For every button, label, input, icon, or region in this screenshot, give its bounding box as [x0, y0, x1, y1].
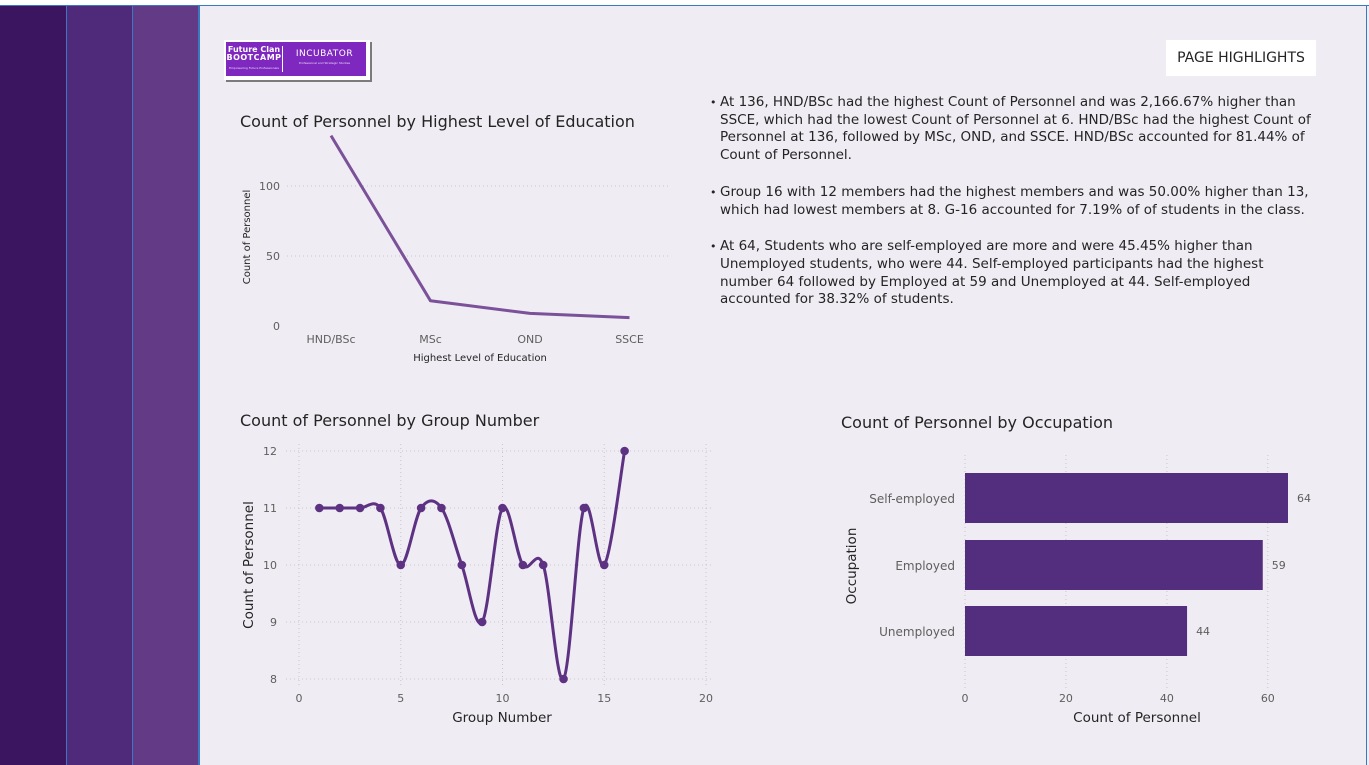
x-tick-label: OND — [517, 333, 542, 346]
x-tick-label: 0 — [296, 692, 303, 705]
logo-divider — [282, 46, 283, 72]
y-tick-label: Unemployed — [879, 625, 955, 639]
y-tick-label: 0 — [273, 320, 280, 333]
data-point — [437, 503, 446, 513]
highlight-item: At 136, HND/BSc had the highest Count of… — [710, 94, 1316, 165]
logo: Future Clan BOOTCAMP Empowering Future P… — [224, 40, 370, 80]
x-tick-label: 20 — [1059, 692, 1073, 705]
bar — [965, 606, 1188, 656]
x-axis-title: Count of Personnel — [1073, 710, 1201, 726]
education-series-line — [329, 134, 630, 320]
x-axis-title: Highest Level of Education — [413, 353, 547, 364]
x-tick-label: MSc — [419, 333, 442, 346]
x-tick-label: SSCE — [615, 333, 644, 346]
right-border — [1366, 5, 1367, 765]
x-tick-label: 10 — [496, 692, 510, 705]
data-label: 59 — [1272, 559, 1286, 572]
data-point — [335, 503, 345, 513]
data-point — [376, 503, 385, 513]
logo-line-1: Future Clan — [227, 45, 281, 54]
y-tick-label: 50 — [266, 250, 280, 263]
highlight-item: Group 16 with 12 members had the highest… — [710, 184, 1316, 219]
x-axis-title: Group Number — [452, 710, 552, 726]
logo-right-2: Professional and Strategic Studies — [298, 61, 351, 65]
data-point — [416, 503, 426, 513]
y-tick-label: 8 — [270, 673, 277, 686]
data-point — [559, 674, 568, 684]
x-tick-label: HND/BSc — [306, 333, 355, 346]
y-tick-label: 10 — [263, 559, 277, 572]
x-tick-label: 5 — [397, 692, 404, 705]
education-chart-title: Count of Personnel by Highest Level of E… — [240, 112, 635, 131]
bar — [965, 473, 1288, 523]
data-label: 64 — [1297, 492, 1311, 505]
x-tick-label: 60 — [1261, 692, 1275, 705]
data-point — [599, 560, 609, 570]
data-point — [477, 617, 487, 627]
data-point — [579, 503, 589, 513]
bar — [965, 540, 1263, 590]
data-point — [396, 560, 406, 570]
logo-line-3: Empowering Future Professionals — [229, 66, 279, 70]
y-tick-label: Self-employed — [869, 492, 955, 506]
y-axis-title: Count of Personnel — [241, 501, 257, 629]
x-tick-label: 40 — [1160, 692, 1174, 705]
highlights-list: At 136, HND/BSc had the highest Count of… — [710, 94, 1316, 328]
x-tick-label: 20 — [699, 692, 713, 705]
top-border — [0, 0, 1369, 6]
nav-strip-2[interactable] — [67, 6, 133, 765]
group-line-chart[interactable]: 8 9 10 11 12 0 5 10 15 20 Group Number Count of Per… — [0, 0, 713, 726]
y-tick-label: 9 — [270, 616, 277, 629]
y-tick-label: 100 — [259, 180, 280, 193]
nav-strip-3[interactable] — [133, 6, 200, 765]
x-tick-label: 15 — [597, 692, 611, 705]
x-tick-label: 0 — [962, 692, 969, 705]
y-tick-label: 12 — [263, 445, 277, 458]
data-point — [518, 560, 528, 570]
data-point — [457, 560, 467, 570]
logo-right-1: INCUBATOR — [295, 49, 354, 59]
y-axis-title: Occupation — [844, 528, 860, 605]
data-label: 44 — [1196, 625, 1210, 638]
page-highlights-button[interactable]: PAGE HIGHLIGHTS — [1166, 40, 1316, 76]
logo-line-2: BOOTCAMP — [226, 53, 282, 62]
occupation-chart-title: Count of Personnel by Occupation — [841, 413, 1114, 432]
y-axis-title: Count of Personnel — [242, 190, 253, 285]
y-tick-label: Employed — [895, 559, 955, 573]
group-chart-title: Count of Personnel by Group Number — [240, 411, 540, 430]
data-point — [538, 560, 548, 570]
data-point — [355, 503, 365, 513]
y-tick-label: 11 — [263, 502, 277, 515]
nav-strip-1[interactable] — [0, 6, 67, 765]
highlight-item: At 64, Students who are self-employed ar… — [710, 238, 1316, 309]
data-point — [315, 503, 324, 513]
data-point — [620, 446, 629, 456]
data-point — [498, 503, 507, 513]
education-line-chart[interactable]: 0 50 100 HND/BSc MSc OND SSCE Highest Level of … — [0, 0, 668, 364]
